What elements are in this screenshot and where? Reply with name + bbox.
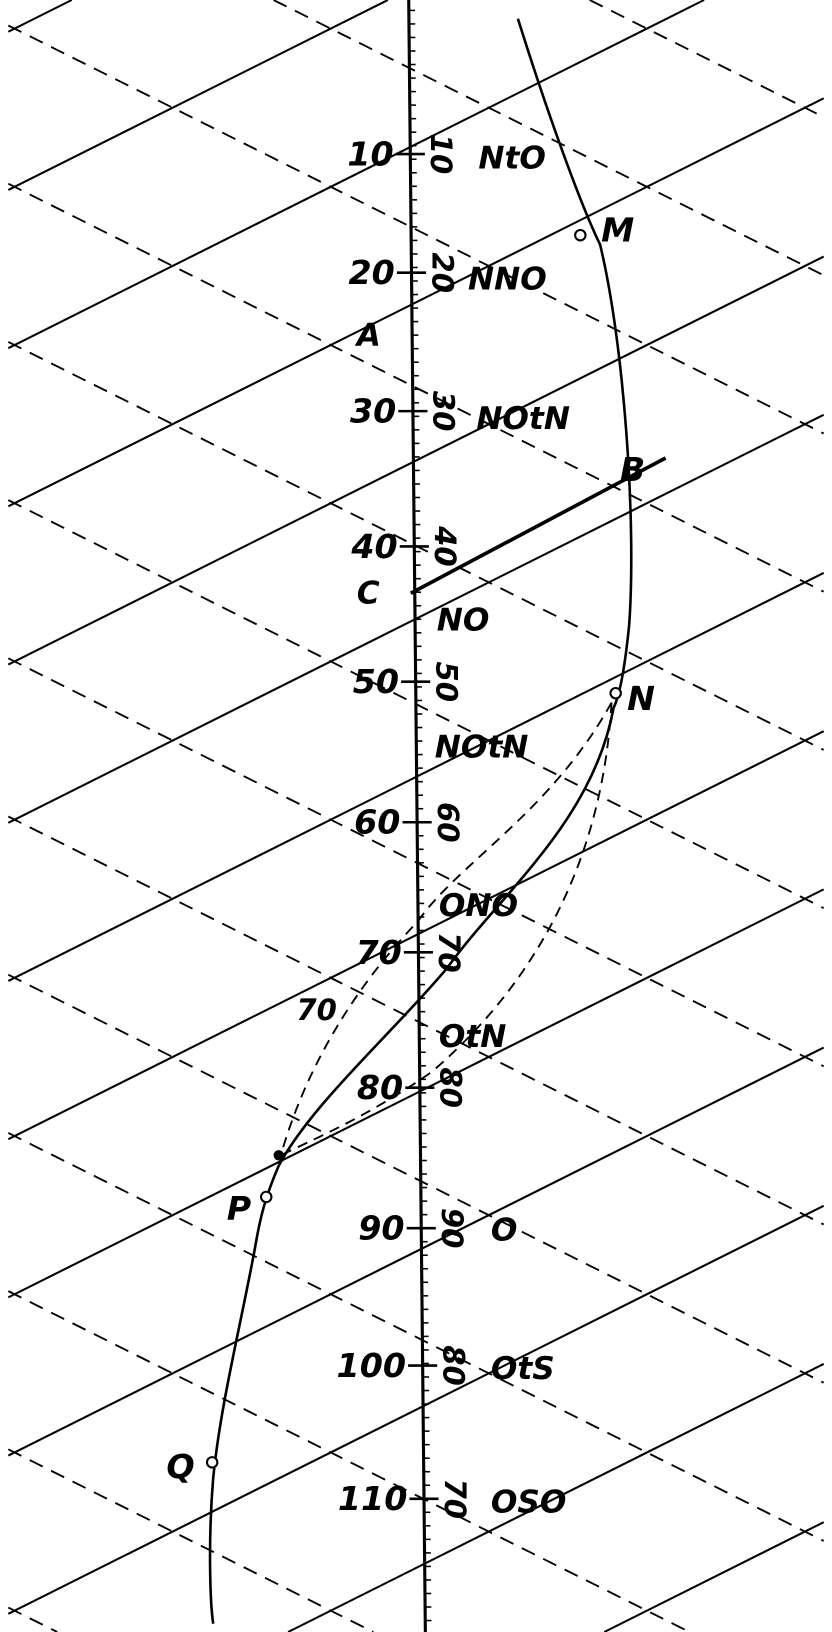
scale-right-label: 10 — [424, 134, 458, 175]
scale-left-label: 110 — [338, 1479, 407, 1518]
point-q — [205, 1456, 219, 1469]
scale-left-label: 100 — [337, 1346, 406, 1385]
scale-left-label: 60 — [354, 803, 400, 842]
solid-grid-line — [7, 888, 825, 1299]
main-curve — [208, 18, 633, 1624]
compass-label: NOtN — [435, 730, 529, 766]
marker-label-b: B — [620, 450, 645, 489]
compass-label: O — [491, 1213, 518, 1249]
solid-grid-line — [7, 0, 389, 191]
scale-right-label: 70 — [438, 1479, 472, 1520]
scale-right-label: 90 — [435, 1208, 469, 1249]
point-n — [609, 686, 622, 700]
dashed-grid-line — [7, 815, 825, 1226]
dashed-grid-line — [7, 1448, 374, 1632]
solid-grid-line — [603, 1521, 825, 1632]
dashed-grid-line — [7, 1606, 58, 1632]
curve-value-label: 70 — [296, 993, 337, 1027]
point-label-m: M — [601, 210, 634, 249]
compass-label: NtO — [478, 141, 546, 177]
intersection-point — [273, 1150, 284, 1161]
dashed-grid-line — [7, 24, 825, 435]
labels: NtO NNO NOtN NO NOtN ONO OtN O OtS OSO M… — [166, 141, 655, 1521]
scale-left-label: 10 — [347, 134, 393, 173]
compass-label: NOtN — [476, 401, 570, 437]
scale-right-label: 30 — [427, 391, 461, 432]
point-p — [260, 1190, 273, 1204]
compass-label: OSO — [491, 1484, 567, 1520]
point-label-n: N — [627, 679, 655, 718]
solid-grid-line — [287, 1363, 825, 1632]
scale-left-label: 90 — [358, 1209, 404, 1248]
scale-right-label: 40 — [428, 525, 462, 567]
compass-label: NO — [437, 603, 490, 639]
point-m — [574, 228, 587, 242]
dashed-grid-line — [589, 0, 825, 118]
point-label-p: P — [227, 1189, 251, 1228]
scale-right-label: 80 — [436, 1345, 470, 1386]
solid-grid-line — [7, 0, 705, 350]
solid-grid-line — [7, 730, 825, 1141]
dashed-grid-line — [273, 0, 825, 277]
dashed-grid-line — [7, 1290, 690, 1632]
central-scale: 10 10 20 20 30 30 40 40 50 50 60 60 70 70 80 80 90 90 100 8… — [337, 0, 472, 1632]
scale-left-label: 50 — [353, 662, 399, 701]
scale-right-label: 80 — [434, 1067, 468, 1108]
dashed-curve-upper — [279, 702, 613, 1156]
solid-grid-line — [7, 1046, 825, 1457]
marker-label-c: C — [357, 576, 380, 612]
dashed-curve-lower — [280, 702, 613, 1157]
curves — [205, 18, 667, 1624]
solid-grid-line — [7, 1204, 825, 1615]
scale-right-label: 60 — [431, 802, 465, 843]
scale-left-label: 30 — [350, 392, 396, 431]
compass-label: OtS — [491, 1351, 555, 1387]
compass-label: ONO — [439, 888, 518, 924]
solid-grid-line — [7, 0, 73, 33]
bold-line-c-b — [409, 456, 667, 595]
scale-left-label: 80 — [357, 1068, 403, 1107]
scale-right-label: 20 — [425, 252, 459, 293]
marker-label-a: A — [354, 318, 381, 354]
solid-grid-line — [7, 97, 825, 508]
compass-label: NNO — [468, 261, 547, 297]
scale-left-label: 70 — [355, 933, 401, 972]
scale-left-label: 20 — [349, 253, 395, 292]
scale-right-label: 50 — [429, 661, 463, 702]
point-label-q: Q — [166, 1447, 194, 1486]
solid-grid-line — [7, 255, 825, 666]
scale-left-label: 40 — [350, 527, 397, 566]
compass-label: OtN — [439, 1019, 507, 1055]
scale-axis-line — [407, 0, 427, 1632]
dashed-grid-line — [7, 973, 825, 1384]
dashed-grid-line — [7, 1132, 825, 1542]
dashed-grid-line — [7, 182, 825, 593]
